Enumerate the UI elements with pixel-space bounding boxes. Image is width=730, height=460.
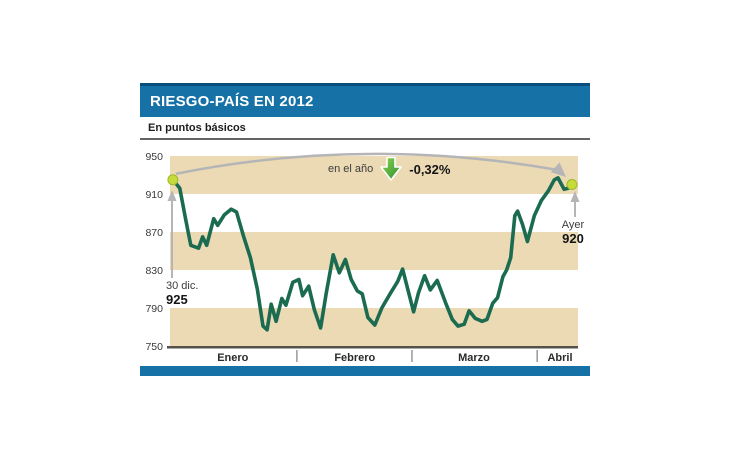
chart-subtitle-row: En puntos básicos: [140, 117, 590, 140]
end-point-date: Ayer: [561, 219, 585, 231]
start-point-value: 925: [166, 292, 188, 307]
month-label: Febrero: [334, 352, 375, 364]
end-point-marker: [566, 179, 578, 190]
chart-area: 950 910 870 830 790 750 Enero Febrero Marzo Abril…: [140, 140, 590, 366]
y-tick-label: 950: [145, 151, 163, 163]
y-tick-label: 790: [145, 303, 163, 315]
y-tick-label: 830: [145, 265, 163, 277]
chart-subtitle: En puntos básicos: [148, 122, 246, 134]
start-point-label: 30 dic. 925: [166, 280, 198, 308]
year-arc-arrow: [175, 152, 559, 176]
year-change-annotation: en el año -0,32%: [328, 156, 450, 182]
year-arc-arrowhead: [550, 162, 566, 177]
down-arrow-icon: [380, 156, 403, 181]
band-stripe: [170, 232, 578, 270]
y-tick-label: 910: [145, 189, 163, 201]
start-pointer-arrowhead: [167, 190, 177, 201]
y-tick-label: 870: [145, 227, 163, 239]
start-point-date: 30 dic.: [166, 280, 199, 292]
chart-title: RIESGO-PAÍS EN 2012: [150, 93, 314, 110]
band-stripe: [170, 308, 578, 346]
line-chart: 950 910 870 830 790 750 Enero Febrero Marzo Abril: [145, 151, 580, 364]
year-change-value: -0,32%: [409, 161, 451, 177]
month-label: Enero: [217, 352, 248, 364]
year-change-text: en el año: [328, 162, 374, 175]
end-point-label: Ayer 920: [544, 219, 602, 247]
infographic-riesgo-pais: RIESGO-PAÍS EN 2012 En puntos básicos 95…: [140, 83, 590, 376]
month-label: Abril: [547, 352, 572, 364]
y-tick-label: 750: [145, 341, 163, 353]
end-pointer-arrowhead: [570, 191, 580, 202]
risk-line-series: [171, 176, 574, 332]
month-label: Marzo: [458, 352, 490, 364]
bottom-accent-bar: [140, 366, 590, 376]
end-point-value: 920: [562, 231, 584, 246]
chart-title-bar: RIESGO-PAÍS EN 2012: [140, 83, 590, 117]
start-point-marker: [167, 174, 179, 186]
